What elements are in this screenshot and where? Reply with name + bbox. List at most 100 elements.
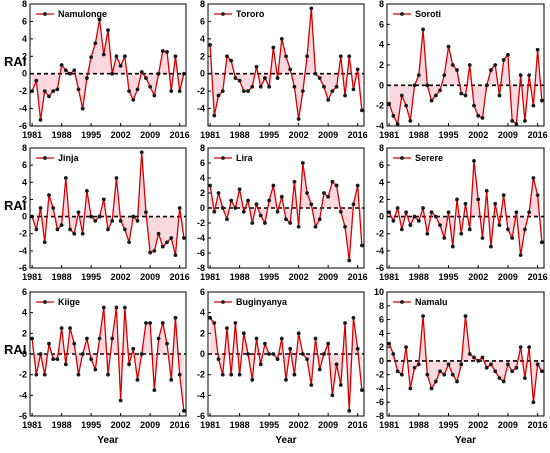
data-point bbox=[531, 400, 536, 405]
data-point bbox=[267, 352, 272, 356]
data-point bbox=[317, 76, 322, 80]
data-point bbox=[450, 63, 455, 67]
series-fill bbox=[389, 316, 542, 403]
y-tick-label: -4 bbox=[197, 390, 205, 400]
series-fill bbox=[210, 8, 362, 120]
data-point bbox=[313, 224, 318, 229]
x-tick-label: 1981 bbox=[200, 420, 220, 430]
data-point bbox=[229, 372, 234, 377]
x-tick-label: 2016 bbox=[528, 420, 548, 430]
panel-serere: -6 -4 -2 0 2 4 6 8 1981 1988 1995 2002 2009 2016 Serer… bbox=[376, 143, 548, 282]
data-point bbox=[288, 67, 293, 72]
data-point bbox=[148, 84, 153, 89]
data-point bbox=[106, 372, 110, 377]
y-tick-label: 4 bbox=[22, 34, 27, 44]
data-point bbox=[93, 367, 98, 372]
data-point bbox=[351, 202, 356, 207]
y-tick-label: 6 bbox=[379, 160, 384, 170]
data-point bbox=[493, 369, 498, 374]
legend-marker bbox=[221, 12, 225, 16]
data-point bbox=[421, 206, 425, 210]
data-point bbox=[467, 352, 472, 356]
data-point bbox=[347, 54, 352, 59]
data-point bbox=[80, 106, 85, 111]
data-point bbox=[76, 87, 81, 92]
data-point bbox=[296, 331, 301, 336]
x-tick-label: 1981 bbox=[200, 272, 220, 282]
data-point bbox=[220, 206, 225, 210]
data-point bbox=[63, 68, 68, 73]
data-point bbox=[139, 352, 144, 356]
data-point bbox=[275, 357, 280, 362]
data-point bbox=[173, 315, 178, 320]
data-point bbox=[489, 244, 493, 249]
data-point bbox=[144, 76, 148, 80]
y-tick-label: 2 bbox=[200, 328, 205, 338]
x-tick-label: 2002 bbox=[111, 272, 131, 282]
data-point bbox=[177, 89, 182, 94]
data-point bbox=[510, 236, 515, 240]
data-point bbox=[246, 198, 250, 203]
x-tick-label: 2009 bbox=[140, 272, 160, 282]
data-point bbox=[501, 379, 506, 384]
data-point bbox=[438, 369, 442, 374]
data-point bbox=[433, 214, 438, 219]
legend-label: Lira bbox=[236, 153, 254, 163]
data-point bbox=[501, 58, 506, 62]
data-point bbox=[173, 253, 178, 258]
x-tick-label: 1981 bbox=[379, 272, 399, 282]
data-point bbox=[233, 206, 238, 210]
data-point bbox=[93, 218, 98, 223]
data-point bbox=[216, 357, 221, 362]
data-point bbox=[334, 84, 339, 89]
legend-label: Tororo bbox=[236, 9, 265, 19]
y-tick-label: 8 bbox=[200, 0, 205, 9]
legend-label: Soroti bbox=[415, 9, 441, 19]
y-tick-label: 4 bbox=[200, 173, 205, 183]
data-point bbox=[343, 93, 347, 98]
y-tick-label: 8 bbox=[379, 143, 384, 153]
y-tick-label: 0 bbox=[22, 349, 27, 359]
data-point bbox=[429, 386, 434, 391]
y-tick-label: -8 bbox=[197, 263, 205, 273]
data-point bbox=[271, 45, 276, 50]
data-point bbox=[510, 369, 515, 374]
data-point bbox=[34, 227, 39, 232]
data-point bbox=[476, 197, 481, 202]
data-point bbox=[338, 209, 343, 214]
data-point bbox=[326, 341, 331, 346]
data-point bbox=[497, 376, 502, 381]
data-point bbox=[101, 197, 106, 202]
data-point bbox=[59, 63, 64, 67]
data-point bbox=[165, 240, 169, 245]
data-point bbox=[523, 376, 527, 381]
data-point bbox=[212, 321, 217, 325]
data-point bbox=[305, 191, 309, 195]
y-tick-label: -4 bbox=[19, 390, 27, 400]
y-tick-label: -4 bbox=[197, 104, 205, 114]
data-point bbox=[63, 362, 68, 367]
data-point bbox=[463, 201, 468, 206]
data-point bbox=[72, 231, 77, 236]
data-point bbox=[497, 223, 502, 228]
y-tick-label: 0 bbox=[22, 212, 27, 222]
data-point bbox=[38, 352, 43, 356]
data-point bbox=[177, 206, 182, 210]
data-point bbox=[455, 68, 459, 72]
data-point bbox=[347, 258, 352, 263]
y-tick-label: -4 bbox=[197, 233, 205, 243]
x-tick-label: 2016 bbox=[170, 130, 190, 140]
data-point bbox=[144, 321, 148, 325]
data-point bbox=[250, 377, 255, 382]
data-point bbox=[506, 227, 510, 232]
data-point bbox=[212, 209, 217, 214]
data-point bbox=[467, 63, 472, 67]
data-point bbox=[322, 84, 326, 89]
legend-marker bbox=[43, 300, 47, 304]
data-point bbox=[225, 217, 229, 222]
data-point bbox=[34, 78, 39, 83]
data-point bbox=[476, 113, 481, 118]
x-tick-label: 2016 bbox=[170, 272, 190, 282]
data-point bbox=[326, 194, 331, 199]
